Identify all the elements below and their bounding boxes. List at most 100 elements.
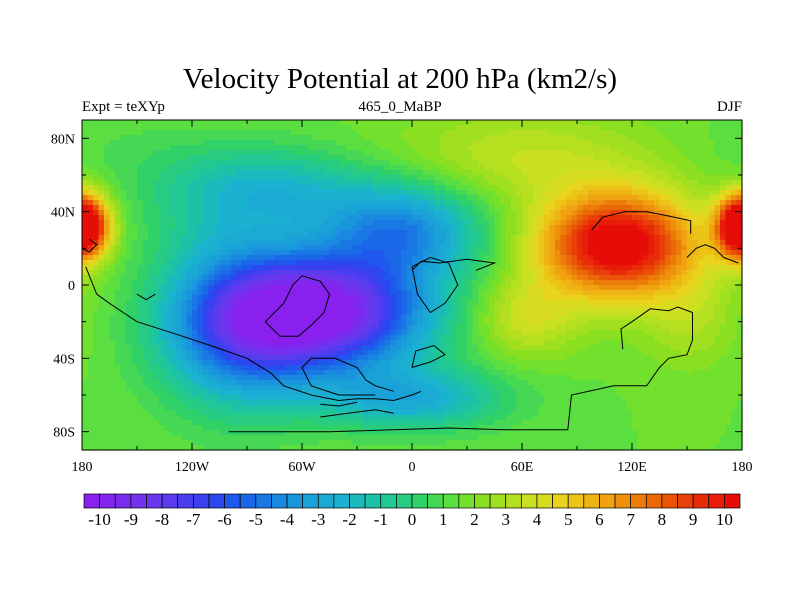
field-cell	[610, 170, 617, 176]
field-cell	[626, 145, 633, 151]
field-cell	[236, 265, 243, 271]
field-cell	[192, 275, 199, 281]
field-cell	[368, 315, 375, 321]
field-cell	[368, 280, 375, 286]
field-cell	[681, 235, 688, 241]
field-cell	[489, 290, 496, 296]
field-cell	[109, 135, 116, 141]
field-cell	[203, 220, 210, 226]
field-cell	[401, 270, 408, 276]
field-cell	[643, 260, 650, 266]
field-cell	[538, 125, 545, 131]
field-cell	[412, 295, 419, 301]
field-cell	[489, 310, 496, 316]
field-cell	[494, 320, 501, 326]
field-cell	[302, 165, 309, 171]
field-cell	[500, 260, 507, 266]
field-cell	[148, 160, 155, 166]
field-cell	[555, 280, 562, 286]
field-cell	[522, 190, 529, 196]
field-cell	[472, 320, 479, 326]
field-cell	[687, 210, 694, 216]
field-cell	[648, 255, 655, 261]
field-cell	[538, 215, 545, 221]
field-cell	[181, 255, 188, 261]
field-cell	[379, 310, 386, 316]
field-cell	[544, 155, 551, 161]
field-cell	[714, 150, 721, 156]
field-cell	[500, 235, 507, 241]
field-cell	[533, 190, 540, 196]
field-cell	[340, 160, 347, 166]
field-cell	[192, 220, 199, 226]
field-cell	[280, 210, 287, 216]
field-cell	[665, 315, 672, 321]
field-cell	[406, 220, 413, 226]
field-cell	[340, 285, 347, 291]
field-cell	[192, 255, 199, 261]
field-cell	[456, 250, 463, 256]
field-cell	[417, 215, 424, 221]
field-cell	[615, 160, 622, 166]
field-cell	[549, 165, 556, 171]
field-cell	[703, 320, 710, 326]
field-cell	[340, 315, 347, 321]
field-cell	[379, 275, 386, 281]
field-cell	[373, 230, 380, 236]
field-cell	[703, 190, 710, 196]
field-cell	[98, 260, 105, 266]
field-cell	[549, 305, 556, 311]
field-cell	[186, 220, 193, 226]
field-cell	[379, 250, 386, 256]
field-cell	[137, 135, 144, 141]
field-cell	[511, 160, 518, 166]
field-cell	[516, 305, 523, 311]
field-cell	[670, 135, 677, 141]
field-cell	[450, 320, 457, 326]
field-cell	[225, 310, 232, 316]
field-cell	[208, 285, 215, 291]
field-cell	[329, 265, 336, 271]
field-cell	[335, 215, 342, 221]
field-cell	[676, 285, 683, 291]
field-cell	[423, 170, 430, 176]
field-cell	[186, 145, 193, 151]
field-cell	[252, 265, 259, 271]
field-cell	[654, 200, 661, 206]
field-cell	[192, 185, 199, 191]
field-cell	[142, 150, 149, 156]
field-cell	[566, 150, 573, 156]
field-cell	[626, 200, 633, 206]
field-cell	[170, 200, 177, 206]
field-cell	[357, 265, 364, 271]
field-cell	[219, 170, 226, 176]
field-cell	[241, 255, 248, 261]
field-cell	[390, 300, 397, 306]
field-cell	[632, 280, 639, 286]
field-cell	[346, 180, 353, 186]
field-cell	[654, 220, 661, 226]
field-cell	[142, 200, 149, 206]
field-cell	[505, 295, 512, 301]
field-cell	[357, 240, 364, 246]
field-cell	[648, 155, 655, 161]
field-cell	[423, 175, 430, 181]
field-cell	[489, 285, 496, 291]
field-cell	[318, 190, 325, 196]
field-cell	[637, 135, 644, 141]
field-cell	[698, 280, 705, 286]
field-cell	[269, 185, 276, 191]
field-cell	[571, 135, 578, 141]
field-cell	[115, 230, 122, 236]
field-cell	[351, 125, 358, 131]
field-cell	[296, 320, 303, 326]
field-cell	[214, 160, 221, 166]
field-cell	[109, 275, 116, 281]
field-cell	[406, 145, 413, 151]
experiment-label: Expt = teXYp	[82, 99, 165, 115]
field-cell	[324, 310, 331, 316]
field-cell	[544, 195, 551, 201]
field-cell	[252, 310, 259, 316]
field-cell	[390, 225, 397, 231]
field-cell	[192, 315, 199, 321]
